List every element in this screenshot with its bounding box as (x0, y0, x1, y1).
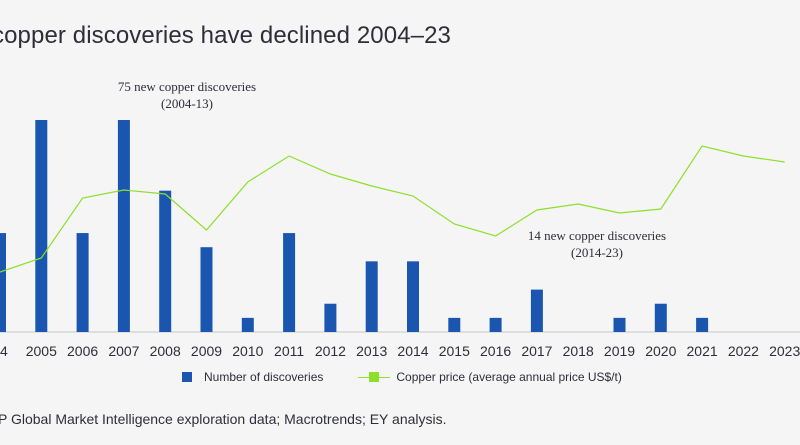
chart-area: 04 2005 2006 2007 2008 2009 2010 2011 2012 2013 20… (0, 0, 800, 370)
source-note: P Global Market Intelligence exploration… (0, 411, 447, 427)
annotation-2014-23-line2: (2014-23) (571, 245, 623, 260)
x-tick-2012: 2012 (315, 343, 346, 359)
bar-2007 (118, 120, 130, 332)
x-tick-2016: 2016 (480, 343, 511, 359)
x-tick-labels: 04 2005 2006 2007 2008 2009 2010 2011 2012 2013 20… (0, 343, 800, 359)
x-tick-2019: 2019 (604, 343, 635, 359)
bar-2016 (490, 318, 502, 332)
legend-label-discoveries: Number of discoveries (204, 370, 323, 384)
x-tick-2020: 2020 (645, 343, 676, 359)
bar-2020 (655, 304, 667, 332)
x-tick-2009: 2009 (191, 343, 222, 359)
bar-2006 (77, 233, 89, 332)
x-tick-2018: 2018 (563, 343, 594, 359)
bar-2015 (448, 318, 460, 332)
bar-2017 (531, 290, 543, 332)
x-tick-2013: 2013 (356, 343, 387, 359)
x-tick-2006: 2006 (67, 343, 98, 359)
x-tick-2007: 2007 (108, 343, 139, 359)
bar-2011 (283, 233, 295, 332)
legend-item-discoveries: Number of discoveries (182, 370, 323, 384)
bar-series (0, 120, 708, 332)
bar-2019 (614, 318, 626, 332)
legend: Number of discoveries Copper price (aver… (182, 370, 657, 384)
x-tick-2015: 2015 (439, 343, 470, 359)
annotation-2004-13-line2: (2004-13) (161, 96, 213, 111)
bar-2010 (242, 318, 254, 332)
bar-2013 (366, 261, 378, 332)
x-tick-04: 04 (0, 343, 8, 359)
annotation-2014-23-line1: 14 new copper discoveries (528, 228, 666, 243)
legend-label-price: Copper price (average annual price US$/t… (396, 370, 621, 384)
price-line (0, 146, 785, 272)
x-tick-2014: 2014 (397, 343, 428, 359)
x-tick-2023: 2023 (769, 343, 800, 359)
x-tick-2021: 2021 (687, 343, 718, 359)
bar-2009 (201, 247, 213, 332)
bar-2008 (159, 191, 171, 332)
bar-04 (0, 233, 6, 332)
x-tick-2022: 2022 (728, 343, 759, 359)
bar-2014 (407, 261, 419, 332)
bar-2021 (696, 318, 708, 332)
x-tick-2017: 2017 (521, 343, 552, 359)
x-tick-2005: 2005 (26, 343, 57, 359)
legend-swatch-bar (182, 372, 192, 382)
bar-2005 (35, 120, 47, 332)
x-tick-2010: 2010 (232, 343, 263, 359)
x-tick-2008: 2008 (150, 343, 181, 359)
bar-2012 (324, 304, 336, 332)
annotation-2004-13-line1: 75 new copper discoveries (118, 79, 256, 94)
legend-swatch-line (358, 372, 390, 382)
x-tick-2011: 2011 (274, 343, 304, 359)
legend-item-price: Copper price (average annual price US$/t… (358, 370, 621, 384)
